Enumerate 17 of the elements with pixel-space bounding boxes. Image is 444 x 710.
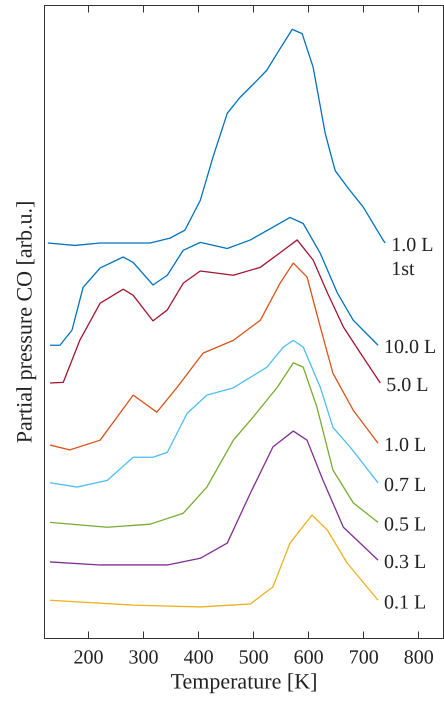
x-tick-label: 700	[348, 646, 379, 668]
x-tick-label: 800	[404, 646, 434, 668]
series-label: 0.3 L	[384, 551, 426, 574]
x-tick-label: 500	[238, 646, 269, 668]
x-tick-label: 600	[294, 646, 324, 668]
x-axis-title: Temperature [K]	[170, 668, 318, 694]
series-label: 1.0 L	[384, 434, 426, 456]
x-tick-label: 300	[128, 646, 159, 668]
series-label: 5.0 L	[386, 374, 428, 396]
series-label: 0.5 L	[384, 513, 426, 536]
series-label: 10.0 L	[384, 336, 436, 358]
series-label: 1.0 L 1st	[391, 234, 434, 280]
x-tick-label: 200	[74, 646, 104, 668]
series-label: 0.7 L	[384, 474, 426, 496]
x-tick-label: 400	[184, 646, 214, 668]
series-label: 0.1 L	[384, 591, 426, 614]
y-axis-title: Partial pressure CO [arb.u.]	[12, 200, 36, 444]
